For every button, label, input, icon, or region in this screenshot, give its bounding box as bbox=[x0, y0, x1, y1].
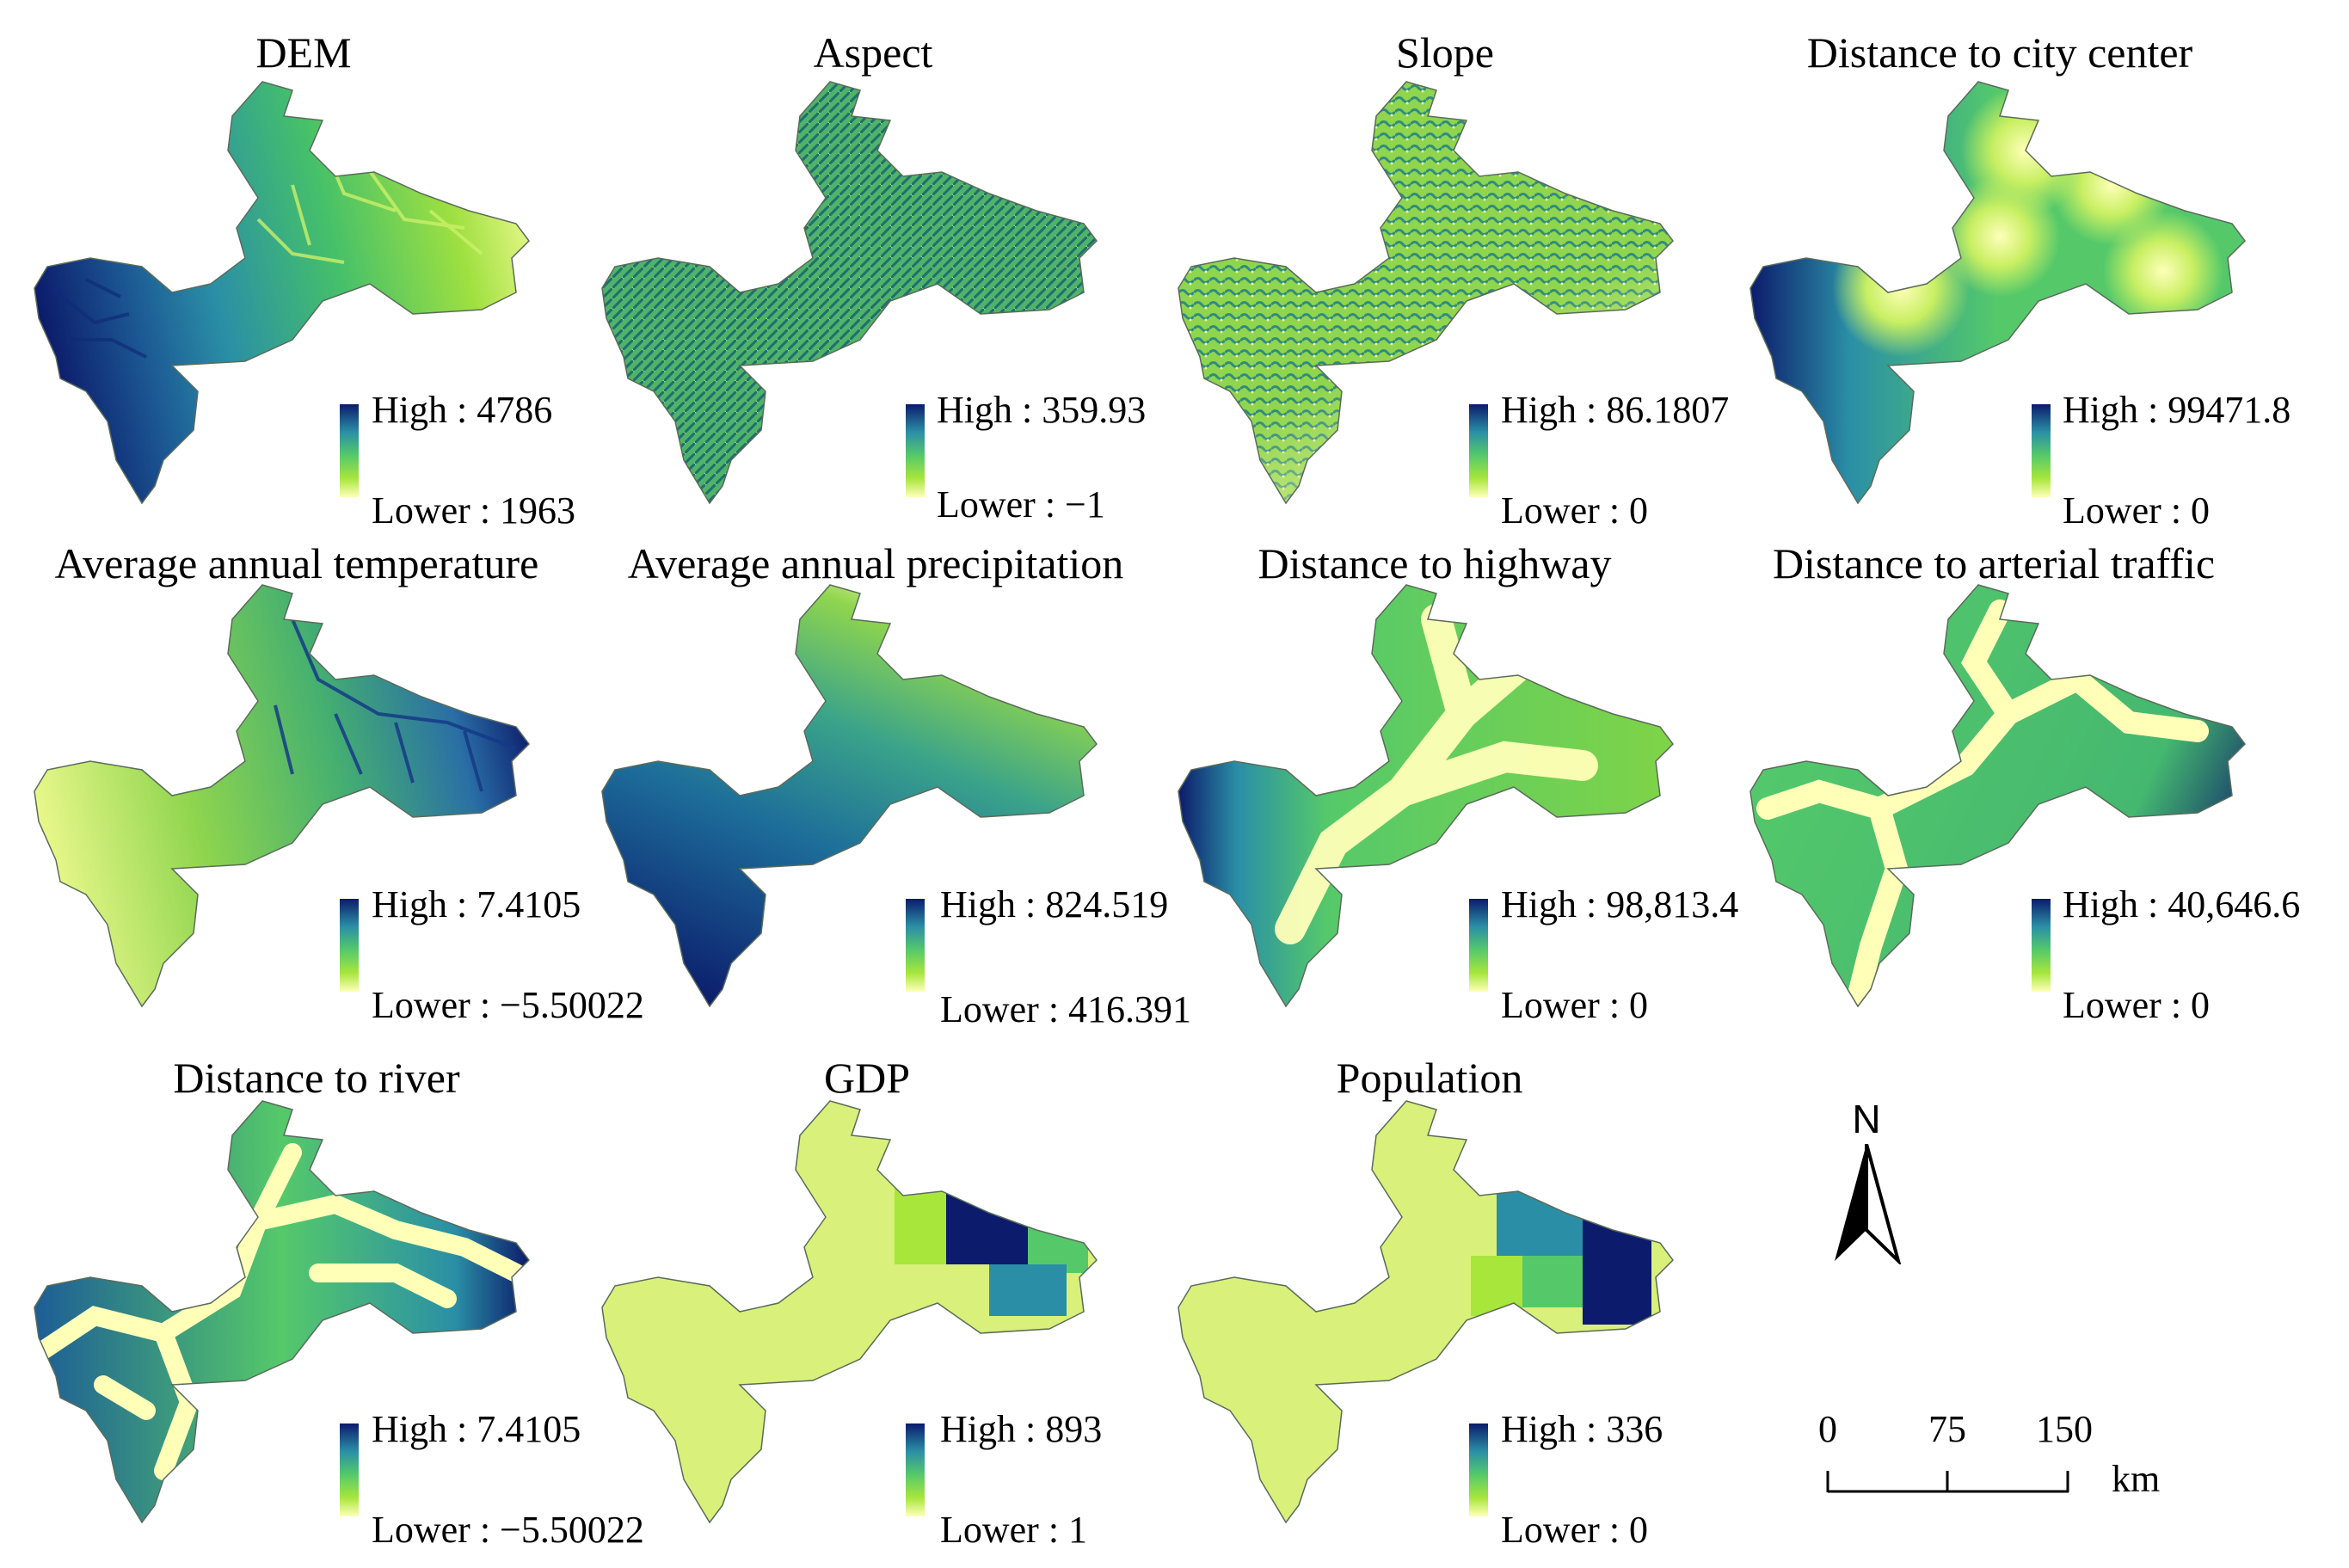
panel-title: DEM bbox=[255, 28, 352, 77]
legend-ramp bbox=[340, 1423, 359, 1516]
panel-title: Distance to arterial traffic bbox=[1772, 539, 2216, 587]
legend-low-label: Lower : 1 bbox=[940, 1509, 1088, 1551]
legend-ramp bbox=[906, 1423, 925, 1516]
legend-low-label: Lower : 0 bbox=[1501, 984, 1649, 1026]
legend-ramp bbox=[340, 899, 359, 992]
legend-ramp bbox=[906, 404, 925, 497]
panel-title: Aspect bbox=[813, 28, 933, 77]
panel-title: Slope bbox=[1396, 28, 1494, 77]
legend-low-label: Lower : 0 bbox=[2063, 489, 2211, 532]
legend-ramp bbox=[1469, 404, 1488, 497]
panel-title: Distance to river bbox=[173, 1054, 460, 1102]
legend-ramp bbox=[1469, 1423, 1488, 1516]
legend-high-label: High : 86.1807 bbox=[1501, 389, 1730, 431]
map-dist-river bbox=[34, 1101, 533, 1531]
legend-high-label: High : 824.519 bbox=[940, 883, 1169, 925]
legend-low-label: Lower : 1963 bbox=[372, 489, 576, 532]
map-dist-arterial bbox=[1750, 585, 2249, 1015]
scale-tick-label: 150 bbox=[2036, 1408, 2093, 1450]
legend-high-label: High : 40,646.6 bbox=[2063, 883, 2301, 925]
map-precipitation bbox=[601, 584, 1098, 1007]
map-dist-highway bbox=[1178, 585, 1677, 1015]
legend-high-label: High : 4786 bbox=[372, 389, 553, 431]
panel-title: Population bbox=[1336, 1054, 1523, 1102]
legend-ramp bbox=[2032, 404, 2051, 497]
panel-title: Distance to highway bbox=[1258, 539, 1612, 587]
map-dem bbox=[34, 82, 533, 512]
map-dist-city bbox=[1749, 81, 2246, 504]
scale-bar bbox=[1826, 1471, 2069, 1493]
legend-low-label: Lower : 416.391 bbox=[940, 988, 1192, 1030]
north-arrow-icon bbox=[1835, 1144, 1902, 1264]
legend-low-label: Lower : −5.50022 bbox=[372, 984, 644, 1026]
legend-low-label: Lower : −1 bbox=[937, 483, 1105, 526]
legend-high-label: High : 359.93 bbox=[937, 389, 1147, 431]
legend-high-label: High : 7.4105 bbox=[372, 1408, 581, 1450]
legend-high-label: High : 99471.8 bbox=[2063, 389, 2291, 431]
map-gdp bbox=[601, 1100, 1098, 1523]
legend-ramp bbox=[340, 404, 359, 497]
scale-tick-label: 75 bbox=[1928, 1408, 1966, 1450]
scale-tick-label: 0 bbox=[1818, 1408, 1837, 1450]
legend-low-label: Lower : 0 bbox=[2063, 984, 2211, 1026]
legend-ramp bbox=[2032, 899, 2051, 992]
legend-high-label: High : 7.4105 bbox=[372, 883, 581, 925]
map-slope bbox=[1178, 81, 1674, 504]
north-label: N bbox=[1852, 1097, 1881, 1141]
legend-high-label: High : 336 bbox=[1501, 1408, 1663, 1450]
map-temperature bbox=[34, 585, 533, 1015]
legend-high-label: High : 893 bbox=[940, 1408, 1103, 1450]
legend-low-label: Lower : −5.50022 bbox=[372, 1509, 644, 1551]
legend-low-label: Lower : 0 bbox=[1501, 489, 1649, 532]
panel-title: GDP bbox=[823, 1054, 911, 1102]
panel-title: Average annual temperature bbox=[54, 539, 539, 587]
panel-title: Distance to city center bbox=[1806, 28, 2193, 77]
map-aspect bbox=[601, 81, 1098, 504]
legend-low-label: Lower : 0 bbox=[1501, 1509, 1649, 1551]
scale-unit: km bbox=[2112, 1458, 2161, 1500]
legend-ramp bbox=[906, 899, 925, 992]
map-population bbox=[1178, 1100, 1674, 1523]
legend-ramp bbox=[1469, 899, 1488, 992]
legend-high-label: High : 98,813.4 bbox=[1501, 883, 1739, 925]
panel-title: Average annual precipitation bbox=[627, 539, 1124, 587]
